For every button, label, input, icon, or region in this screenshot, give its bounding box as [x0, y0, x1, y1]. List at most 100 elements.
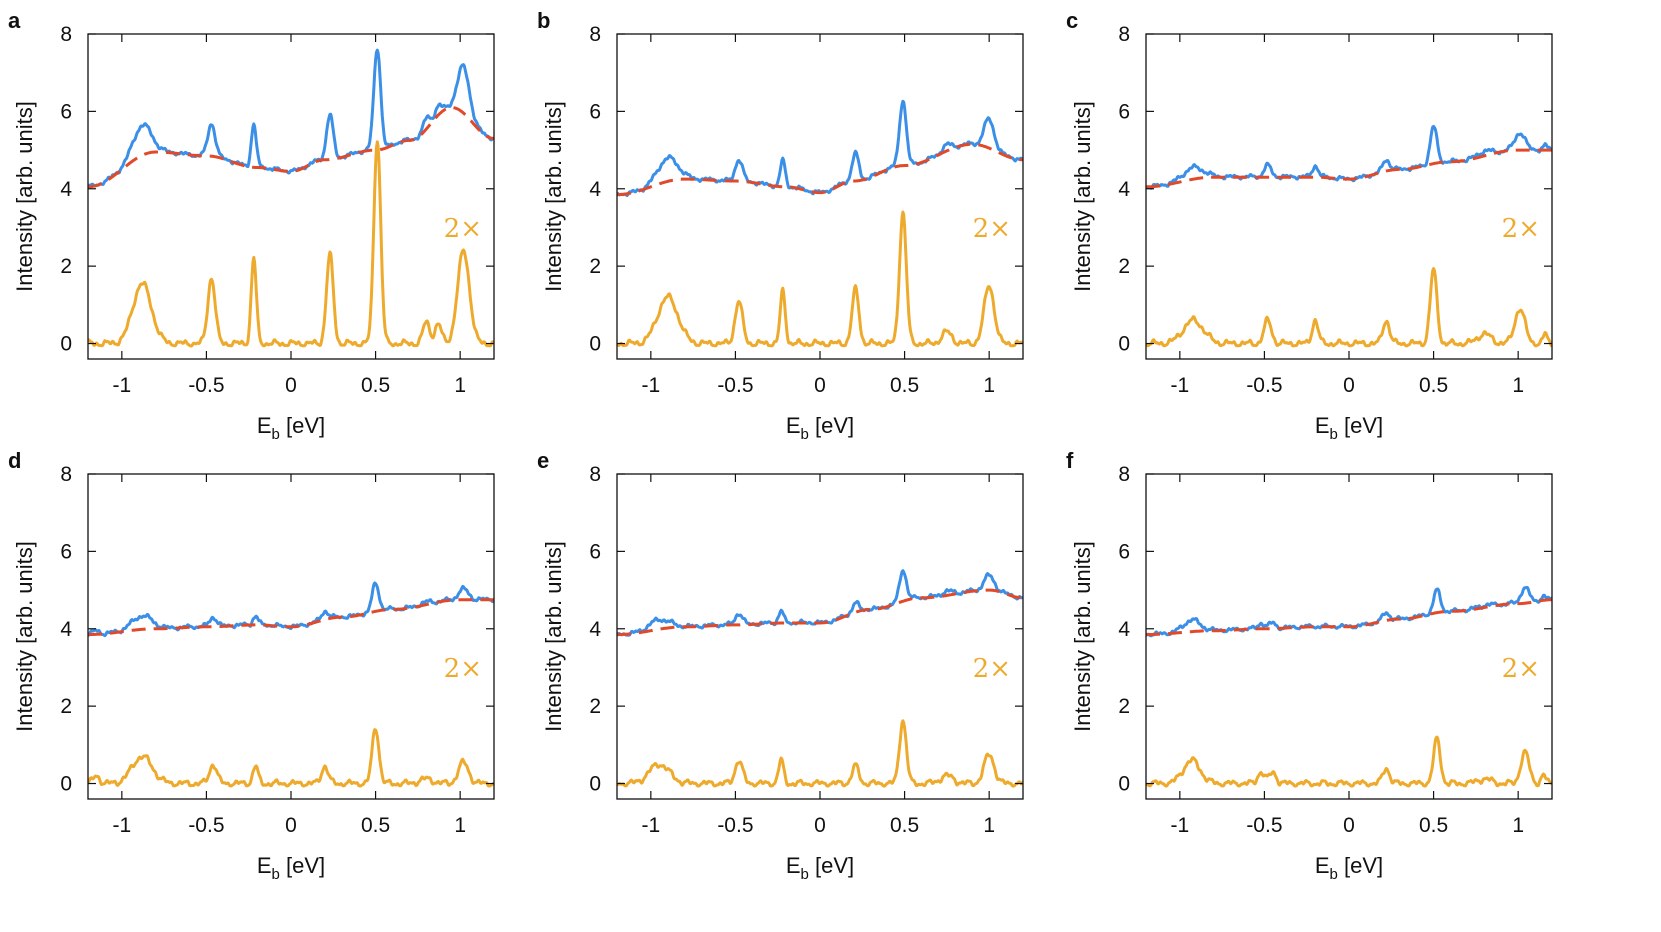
series-difference-c	[1146, 267, 1552, 348]
panel-c: -1 -0.5 0 0.5 1 0 2 4 6 8 Eb [eV] Intensity [arb. u…	[1066, 8, 1553, 443]
y-axis-title-b: Intensity [arb. units]	[541, 101, 566, 292]
axes-frame-d	[87, 473, 495, 800]
plot-area-e	[617, 569, 1023, 788]
y-tick-label-a-4: 8	[60, 23, 72, 46]
y-tick-label-b-1: 2	[589, 255, 601, 278]
x-tick-label-e-4: 1	[983, 814, 995, 837]
panel-d: -1 -0.5 0 0.5 1 0 2 4 6 8 Eb [eV] Intensity [arb. u…	[8, 448, 495, 883]
y-axis-title-d: Intensity [arb. units]	[12, 541, 37, 732]
y-tick-label-c-2: 4	[1118, 178, 1130, 201]
y-tick-label-c-1: 2	[1118, 255, 1130, 278]
series-difference-f	[1146, 735, 1552, 788]
series-background-e	[617, 588, 1023, 637]
x-tick-label-f-4: 1	[1512, 814, 1524, 837]
x-tick-label-c-3: 0.5	[1419, 374, 1448, 397]
y-tick-label-a-3: 6	[60, 100, 72, 123]
series-measured-f	[1146, 585, 1552, 638]
y-tick-label-d-2: 4	[60, 618, 72, 641]
axes-frame-a	[87, 33, 495, 360]
x-tick-label-a-4: 1	[454, 374, 466, 397]
axes-frame-c	[1145, 33, 1553, 360]
y-tick-label-d-3: 6	[60, 540, 72, 563]
x-tick-label-c-1: -0.5	[1246, 374, 1282, 397]
x-tick-label-e-1: -0.5	[717, 814, 753, 837]
x-tick-label-b-3: 0.5	[890, 374, 919, 397]
y-tick-label-e-3: 6	[589, 540, 601, 563]
x-tick-label-d-4: 1	[454, 814, 466, 837]
y-tick-label-e-4: 8	[589, 463, 601, 486]
panel-a: -1 -0.5 0 0.5 1 0 2 4 6 8 Eb [eV] Intensity [arb. u…	[8, 8, 495, 443]
plot-area-b	[617, 99, 1023, 348]
series-difference-b	[617, 210, 1023, 348]
axes-frame-f	[1145, 473, 1553, 800]
x-axis-title-d: Eb [eV]	[257, 853, 325, 883]
series-background-b	[617, 142, 1023, 197]
y-tick-label-d-0: 0	[60, 773, 72, 796]
series-measured-b	[617, 99, 1023, 197]
y-tick-label-b-2: 4	[589, 178, 601, 201]
y-axis-title-e: Intensity [arb. units]	[541, 541, 566, 732]
y-tick-label-a-2: 4	[60, 178, 72, 201]
x-tick-label-f-2: 0	[1343, 814, 1355, 837]
scale-annotation-d: 2×	[444, 654, 482, 684]
series-background-a	[88, 106, 494, 189]
x-tick-label-c-2: 0	[1343, 374, 1355, 397]
y-tick-label-a-0: 0	[60, 333, 72, 356]
y-tick-label-c-3: 6	[1118, 100, 1130, 123]
axes-frame-b	[616, 33, 1024, 360]
x-axis-title-f: Eb [eV]	[1315, 853, 1383, 883]
panel-letter-c: c	[1066, 8, 1078, 33]
panel-letter-e: e	[537, 448, 549, 473]
series-background-d	[88, 598, 494, 637]
x-tick-label-f-3: 0.5	[1419, 814, 1448, 837]
series-background-f	[1146, 598, 1552, 637]
y-tick-label-f-2: 4	[1118, 618, 1130, 641]
y-tick-label-e-2: 4	[589, 618, 601, 641]
panel-b: -1 -0.5 0 0.5 1 0 2 4 6 8 Eb [eV] Intensity [arb. u…	[537, 8, 1024, 443]
x-tick-label-b-1: -0.5	[717, 374, 753, 397]
plot-area-c	[1146, 124, 1552, 348]
y-tick-label-a-1: 2	[60, 255, 72, 278]
x-axis-title-c: Eb [eV]	[1315, 413, 1383, 443]
y-tick-label-b-3: 6	[589, 100, 601, 123]
panel-e: -1 -0.5 0 0.5 1 0 2 4 6 8 Eb [eV] Intensity [arb. u…	[537, 448, 1024, 883]
x-axis-title-e: Eb [eV]	[786, 853, 854, 883]
scale-annotation-e: 2×	[973, 654, 1011, 684]
x-axis-title-b: Eb [eV]	[786, 413, 854, 443]
series-difference-e	[617, 719, 1023, 788]
x-tick-label-d-0: -1	[112, 814, 131, 837]
axes-frame-e	[616, 473, 1024, 800]
x-tick-label-b-2: 0	[814, 374, 826, 397]
x-tick-label-d-3: 0.5	[361, 814, 390, 837]
x-tick-label-b-0: -1	[641, 374, 660, 397]
panel-letter-a: a	[8, 8, 21, 33]
series-difference-a	[88, 140, 494, 348]
plot-area-d	[88, 581, 494, 788]
y-axis-title-a: Intensity [arb. units]	[12, 101, 37, 292]
x-tick-label-a-2: 0	[285, 374, 297, 397]
y-tick-label-b-4: 8	[589, 23, 601, 46]
scale-annotation-a: 2×	[444, 214, 482, 244]
y-axis-title-f: Intensity [arb. units]	[1070, 541, 1095, 732]
x-tick-label-c-4: 1	[1512, 374, 1524, 397]
x-tick-label-a-3: 0.5	[361, 374, 390, 397]
x-tick-label-e-2: 0	[814, 814, 826, 837]
y-tick-label-e-0: 0	[589, 773, 601, 796]
x-tick-label-c-0: -1	[1170, 374, 1189, 397]
x-tick-label-b-4: 1	[983, 374, 995, 397]
scale-annotation-f: 2×	[1502, 654, 1540, 684]
x-axis-title-a: Eb [eV]	[257, 413, 325, 443]
x-tick-label-a-1: -0.5	[188, 374, 224, 397]
y-tick-label-f-1: 2	[1118, 695, 1130, 718]
y-tick-label-f-4: 8	[1118, 463, 1130, 486]
panel-letter-b: b	[537, 8, 550, 33]
x-tick-label-d-1: -0.5	[188, 814, 224, 837]
y-tick-label-d-1: 2	[60, 695, 72, 718]
x-tick-label-a-0: -1	[112, 374, 131, 397]
series-background-c	[1146, 148, 1552, 189]
x-tick-label-d-2: 0	[285, 814, 297, 837]
y-tick-label-c-4: 8	[1118, 23, 1130, 46]
panel-f: -1 -0.5 0 0.5 1 0 2 4 6 8 Eb [eV] Intensity [arb. u…	[1066, 448, 1553, 883]
series-measured-a	[88, 48, 494, 188]
